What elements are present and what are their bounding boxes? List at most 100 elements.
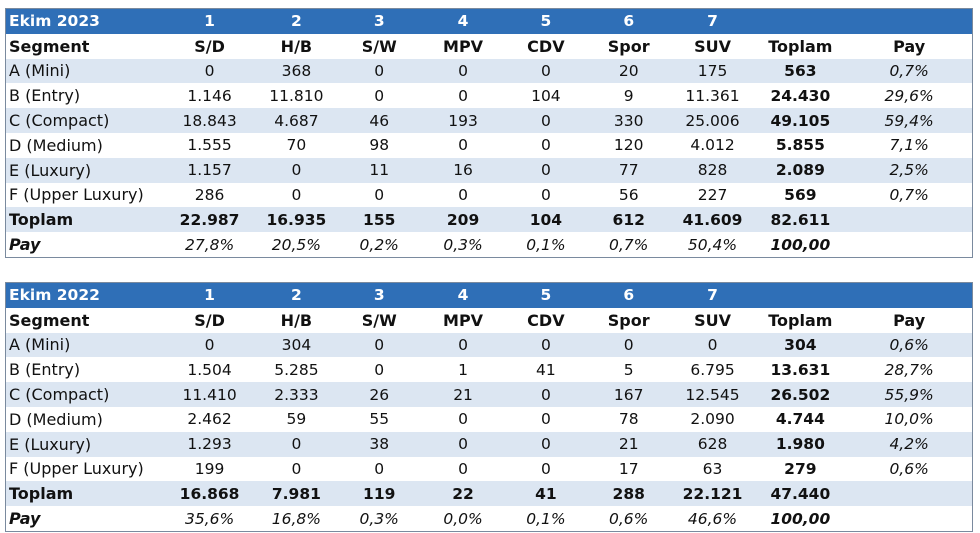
table-ekim-2023: Ekim 2023 1 2 3 4 5 6 7 Segment S/D H/B … [5, 8, 973, 258]
table-cell: 120 [613, 136, 644, 155]
table-row: F (Upper Luxury) 286 0 0 0 0 56 227 569 0,7% [6, 182, 972, 208]
total-row: Toplam 22.987 16.935 155 209 104 612 41.609 82.6… [6, 207, 972, 233]
table-cell: 0 [540, 385, 551, 404]
table-cell: 0 [540, 61, 551, 80]
col-header: CDV [527, 310, 565, 330]
table-row: C (Compact) 18.843 4.687 46 193 0 330 25.006 49.… [6, 108, 972, 133]
table-cell: 9 [623, 86, 634, 105]
table-cell: 286 [194, 185, 225, 204]
table-cell: 77 [618, 161, 639, 180]
col-number: 1 [204, 12, 215, 31]
table-row: E (Luxury) 1.293 0 38 0 0 21 628 1.980 4,2% [6, 431, 972, 457]
table-cell: 1 [458, 360, 468, 379]
segment-label: D (Medium) [9, 409, 103, 429]
total-cell: 22 [452, 484, 474, 503]
table-cell: 0 [291, 459, 302, 478]
share-cell: 0,6% [609, 509, 649, 528]
table-cell: 0 [458, 86, 468, 105]
table-cell: 6.795 [690, 360, 735, 379]
table-cell: 2.462 [187, 410, 232, 429]
segment-label: F (Upper Luxury) [9, 459, 144, 479]
row-total-cell: 279 [784, 459, 817, 478]
table-cell: 11.810 [269, 86, 324, 105]
row-share-cell: 7,1% [889, 136, 929, 155]
table-cell: 2.333 [274, 385, 319, 404]
row-total-cell: 5.855 [775, 136, 825, 155]
table-cell: 18.843 [182, 111, 237, 130]
table-row: D (Medium) 2.462 59 55 0 0 78 2.090 4.744 10,0% [6, 406, 972, 432]
row-total-cell: 13.631 [770, 360, 831, 379]
total-cell: 41.609 [682, 210, 743, 229]
col-header: H/B [280, 310, 313, 330]
table-cell: 0 [374, 335, 385, 354]
table-cell: 0 [204, 335, 215, 354]
table-cell: 5.285 [274, 360, 319, 379]
table-cell: 59 [286, 410, 307, 429]
total-cell: 119 [363, 484, 396, 503]
table-cell: 0 [540, 136, 551, 155]
total-cell: 7.981 [271, 484, 321, 503]
share-cell: 0,3% [443, 235, 483, 254]
row-share-cell: 4,2% [889, 435, 929, 454]
table-cell: 12.545 [685, 385, 740, 404]
col-number: 3 [373, 286, 385, 305]
row-total-cell: 49.105 [770, 111, 831, 130]
col-number: 6 [623, 286, 635, 305]
table-cell: 368 [281, 61, 312, 80]
table-cell: 0 [204, 61, 215, 80]
table-cell: 0 [291, 185, 302, 204]
col-header: Pay [893, 36, 926, 56]
share-cell: 50,4% [687, 235, 738, 254]
col-number: 7 [707, 286, 718, 305]
table-cell: 2.090 [690, 410, 735, 429]
table-cell: 0 [291, 161, 302, 180]
col-number: 2 [291, 286, 302, 305]
row-total-cell: 2.089 [775, 161, 825, 180]
row-share-cell: 59,4% [884, 111, 934, 130]
table-cell: 11.361 [685, 86, 740, 105]
table-cell: 25.006 [685, 111, 740, 130]
share-cell: 0,1% [526, 509, 566, 528]
table-cell: 0 [540, 335, 551, 354]
share-cell: 27,8% [184, 235, 235, 254]
table-cell: 193 [448, 111, 478, 130]
table-ekim-2022: Ekim 2022 1 2 3 4 5 6 7 Segment S/D H/B … [5, 282, 973, 532]
total-label: Toplam [9, 210, 74, 230]
table-cell: 78 [618, 410, 639, 429]
share-cell: 16,8% [271, 509, 322, 528]
table-cell: 0 [458, 410, 468, 429]
table-cell: 21 [453, 385, 473, 404]
total-label: Toplam [9, 484, 74, 504]
share-cell: 35,6% [184, 509, 235, 528]
total-cell: 209 [446, 210, 480, 229]
share-cell: 0,1% [526, 235, 566, 254]
col-number: 2 [291, 12, 302, 31]
table-row: B (Entry) 1.146 11.810 0 0 104 9 11.361 24.430 29… [6, 83, 972, 109]
table-title: Ekim 2022 [9, 286, 100, 305]
share-cell: 0,0% [443, 509, 483, 528]
table-cell: 1.146 [187, 86, 232, 105]
table-cell: 0 [458, 61, 468, 80]
col-header-segment: Segment [9, 36, 90, 56]
table-cell: 167 [613, 385, 644, 404]
table-cell: 0 [540, 161, 551, 180]
table-row: F (Upper Luxury) 199 0 0 0 0 17 63 279 0,6% [6, 456, 972, 482]
segment-label: E (Luxury) [9, 434, 92, 454]
table-cell: 55 [369, 410, 390, 429]
table-title: Ekim 2023 [9, 12, 100, 31]
table-cell: 56 [618, 185, 639, 204]
col-header: Toplam [768, 36, 833, 56]
share-cell: 0,7% [609, 235, 649, 254]
table-cell: 104 [531, 86, 561, 105]
table-cell: 0 [623, 335, 634, 354]
row-total-cell: 563 [784, 61, 817, 80]
table-cell: 98 [369, 136, 390, 155]
table-cell: 0 [540, 185, 551, 204]
table-cell: 1.504 [187, 360, 232, 379]
total-cell: 16.868 [179, 484, 240, 503]
table-row: E (Luxury) 1.157 0 11 16 0 77 828 2.089 2,5% [6, 157, 972, 183]
table-cell: 0 [540, 435, 551, 454]
table-cell: 0 [458, 136, 468, 155]
table-cell: 0 [540, 410, 551, 429]
table-cell: 0 [374, 61, 385, 80]
